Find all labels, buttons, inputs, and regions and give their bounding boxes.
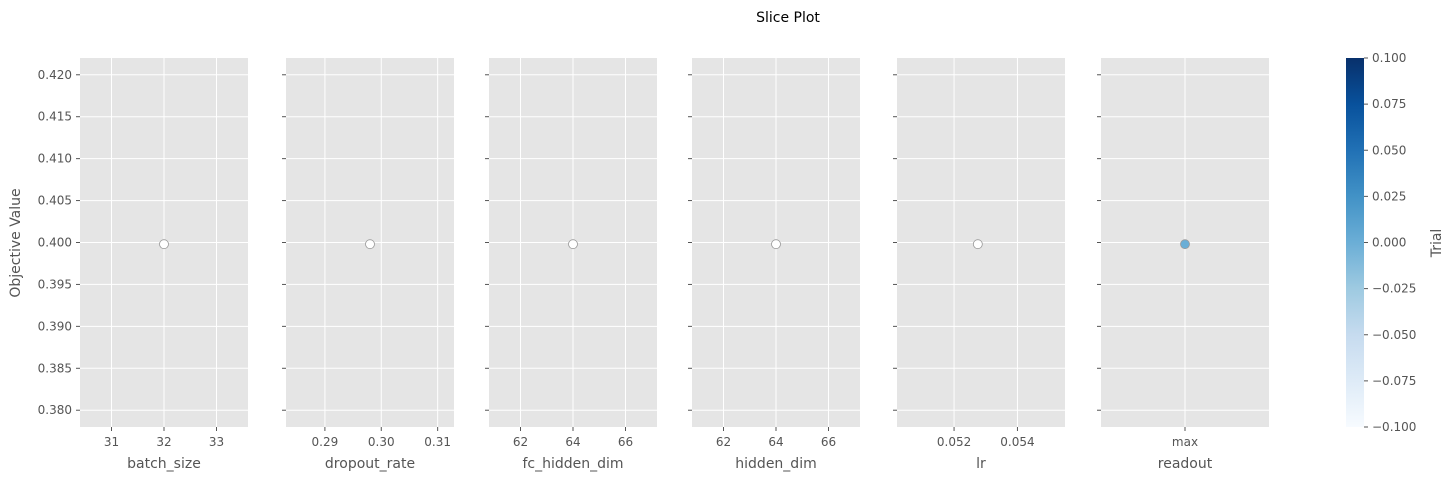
x-tick-label: 0.31	[424, 435, 451, 449]
y-tick-label: 0.420	[38, 68, 72, 82]
y-tick-label: 0.405	[38, 194, 72, 208]
x-tick-label: 0.052	[937, 435, 971, 449]
x-tick-label: 66	[821, 435, 836, 449]
data-point	[1180, 239, 1190, 250]
colorbar-gradient	[1346, 58, 1364, 427]
colorbar-tick-label: 0.100	[1372, 51, 1406, 65]
x-tick-label: 0.30	[368, 435, 395, 449]
x-axis-label: readout	[1158, 456, 1213, 472]
data-point	[771, 239, 781, 250]
y-tick-label: 0.380	[38, 403, 72, 417]
colorbar-tick-label: 0.050	[1372, 143, 1406, 157]
x-axis-label: lr	[976, 456, 986, 472]
subplot-lr: 0.052 0.054 lr	[893, 58, 1065, 472]
x-tick-label: 32	[156, 435, 171, 449]
colorbar-tick-label: −0.075	[1372, 374, 1416, 388]
data-point	[365, 239, 375, 250]
colorbar: −0.100 −0.075 −0.050 −0.025 0.000 0.025 0.050 0…	[1346, 51, 1445, 434]
x-tick-label: max	[1172, 435, 1198, 449]
y-tick-label: 0.410	[38, 152, 72, 166]
subplot-fc_hidden_dim: 62 64 66 fc_hidden_dim	[485, 58, 657, 472]
colorbar-tick-label: 0.075	[1372, 97, 1406, 111]
x-axis-label: hidden_dim	[735, 456, 816, 472]
subplot-dropout_rate: 0.29 0.30 0.31 dropout_rate	[282, 58, 454, 472]
x-axis-label: fc_hidden_dim	[522, 456, 623, 472]
x-tick-label: 0.054	[1000, 435, 1034, 449]
x-tick-label: 31	[104, 435, 119, 449]
colorbar-tick-label: −0.025	[1372, 282, 1416, 296]
colorbar-tick-label: −0.050	[1372, 328, 1416, 342]
subplot-batch_size: 0.380 0.385 0.390 0.395 0.400 0.405 0.410 0.415…	[38, 58, 248, 472]
x-tick-label: 62	[513, 435, 528, 449]
x-tick-label: 64	[768, 435, 783, 449]
y-tick-label: 0.385	[38, 361, 72, 375]
y-axis-label: Objective Value	[8, 188, 24, 297]
x-tick-label: 33	[209, 435, 224, 449]
y-tick-label: 0.415	[38, 110, 72, 124]
x-tick-label: 66	[618, 435, 633, 449]
colorbar-tick-label: −0.100	[1372, 420, 1416, 434]
colorbar-label: Trial	[1429, 229, 1445, 259]
x-tick-label: 62	[716, 435, 731, 449]
y-tick-label: 0.390	[38, 319, 72, 333]
subplot-readout: max readout	[1097, 58, 1269, 472]
colorbar-tick-label: 0.000	[1372, 236, 1406, 250]
y-tick-label: 0.395	[38, 277, 72, 291]
x-axis-label: dropout_rate	[325, 456, 415, 472]
y-tick-label: 0.400	[38, 236, 72, 250]
subplots: 0.380 0.385 0.390 0.395 0.400 0.405 0.410 0.415…	[38, 58, 1269, 472]
x-tick-label: 64	[565, 435, 580, 449]
data-point	[972, 239, 983, 250]
chart-title: Slice Plot	[756, 10, 820, 26]
x-tick-label: 0.29	[312, 435, 339, 449]
colorbar-tick-label: 0.025	[1372, 189, 1406, 203]
subplot-hidden_dim: 62 64 66 hidden_dim	[688, 58, 860, 472]
data-point	[568, 239, 578, 250]
data-point	[159, 239, 169, 250]
x-axis-label: batch_size	[127, 456, 201, 472]
